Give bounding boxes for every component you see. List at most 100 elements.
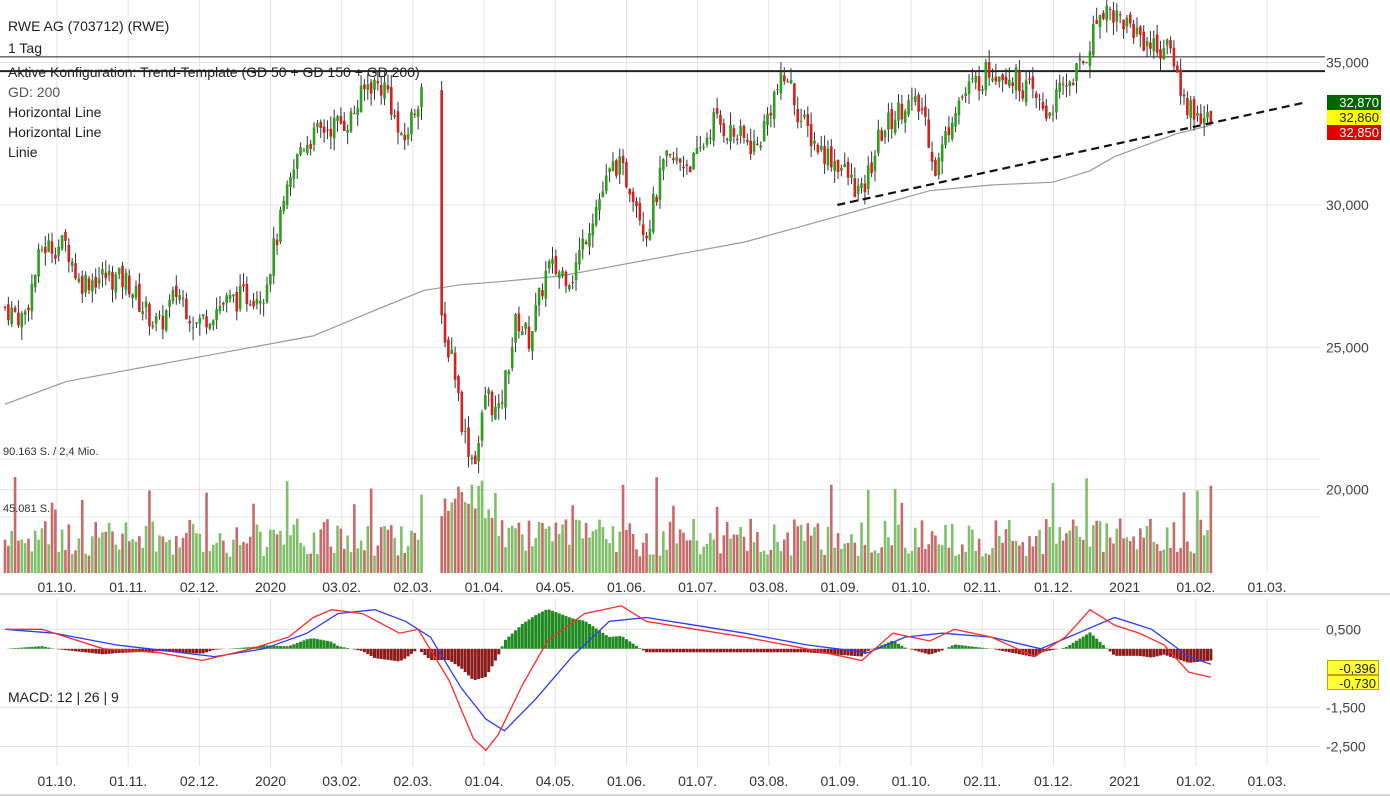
volume-bar	[645, 533, 648, 573]
candle-body	[635, 201, 638, 207]
volume-bar	[715, 506, 719, 573]
candle-body	[410, 111, 413, 135]
x-tick-label: 2021	[1109, 579, 1140, 595]
macd-histogram-bar	[473, 648, 477, 680]
x-tick-label: 01.11.	[109, 579, 147, 595]
macd-histogram-bar	[735, 648, 739, 653]
macd-histogram-bar	[423, 648, 427, 656]
candle-body	[1102, 12, 1105, 19]
candle-body	[527, 326, 531, 349]
volume-bar	[557, 533, 561, 573]
candle-body	[568, 285, 571, 290]
macd-histogram-bar	[698, 648, 702, 653]
macd-histogram-bar	[601, 632, 605, 649]
volume-bar	[1061, 540, 1065, 573]
sma-200-line	[4, 124, 1212, 405]
volume-bar	[830, 484, 833, 573]
volume-bar	[181, 537, 185, 573]
macd-histogram-bar	[1155, 648, 1159, 657]
candle-body	[524, 322, 527, 329]
macd-histogram-bar	[336, 645, 340, 649]
x-tick-label: 03.02.	[322, 579, 361, 595]
candle-body	[376, 81, 380, 84]
candle-body	[735, 138, 739, 140]
macd-histogram-bar	[587, 623, 591, 649]
macd-histogram-bar	[853, 648, 857, 656]
volume-bar	[289, 535, 292, 573]
macd-histogram-bar	[860, 648, 864, 657]
volume-bar	[44, 521, 47, 573]
candle-body	[487, 389, 490, 395]
volume-bar	[255, 524, 259, 573]
interval-label: 1 Tag	[8, 40, 42, 56]
macd-histogram-bar	[1098, 641, 1102, 649]
macd-histogram-bar	[87, 648, 91, 653]
macd-histogram-bar	[268, 645, 272, 649]
candle-body	[621, 156, 625, 164]
volume-bar	[893, 488, 897, 573]
candle-body	[732, 128, 736, 137]
candle-body	[138, 283, 141, 312]
volume-bar	[497, 536, 501, 573]
candle-body	[557, 272, 561, 279]
macd-histogram-bar	[211, 648, 215, 651]
candle-body	[954, 112, 957, 127]
candle-body	[665, 150, 669, 157]
candle-body	[920, 108, 924, 111]
candle-body	[225, 295, 228, 304]
indicator-label: GD: 200	[8, 84, 61, 100]
volume-bar	[954, 555, 957, 573]
candle-body	[655, 196, 658, 203]
volume-bar	[531, 546, 534, 573]
macd-histogram-bar	[292, 644, 296, 649]
volume-bar	[1202, 535, 1206, 573]
macd-histogram-bar	[275, 645, 279, 649]
volume-bar	[470, 484, 474, 573]
volume-bar	[50, 502, 54, 573]
drawing-label-1: Horizontal Line	[8, 104, 102, 120]
volume-bar	[1048, 526, 1051, 573]
volume-bar	[346, 535, 349, 573]
candle-body	[1041, 102, 1045, 109]
volume-bar	[319, 529, 323, 573]
volume-bar	[685, 540, 689, 573]
candle-body	[269, 274, 272, 285]
macd-histogram-bar	[84, 648, 88, 653]
volume-bar	[604, 539, 608, 573]
candle-body	[60, 235, 64, 249]
volume-bar	[615, 552, 618, 573]
macd-histogram-bar	[110, 648, 114, 654]
candle-body	[769, 112, 773, 116]
macd-histogram-bar	[1034, 648, 1038, 656]
volume-bar	[124, 522, 128, 573]
candle-body	[641, 224, 645, 236]
x-tick-label: 01.03.	[1248, 579, 1287, 595]
x-tick-label: 01.12.	[1034, 579, 1073, 595]
macd-histogram-bar	[648, 648, 652, 653]
candle-body	[457, 375, 460, 393]
candle-body	[618, 156, 621, 175]
macd-histogram-bar	[362, 648, 366, 653]
macd-histogram-bar	[121, 648, 125, 653]
volume-bar	[907, 553, 910, 573]
macd-histogram-bar	[1075, 640, 1079, 649]
volume-bar	[517, 522, 521, 573]
macd-histogram-bar	[433, 648, 437, 661]
candle-body	[648, 228, 652, 240]
candle-body	[1008, 79, 1011, 87]
candle-body	[591, 223, 595, 236]
volume-bar	[994, 520, 998, 573]
candle-body	[1071, 82, 1075, 86]
x-tick-label: 02.03.	[393, 579, 432, 595]
candle-body	[23, 311, 27, 315]
candle-body	[1051, 113, 1055, 115]
macd-histogram-bar	[886, 642, 890, 649]
candle-body	[44, 246, 47, 254]
candle-body	[1142, 31, 1145, 51]
volume-bar	[897, 524, 900, 573]
candle-body	[554, 256, 558, 274]
macd-histogram-bar	[1152, 648, 1156, 658]
volume-bar	[641, 542, 645, 573]
volume-bar	[813, 527, 816, 573]
